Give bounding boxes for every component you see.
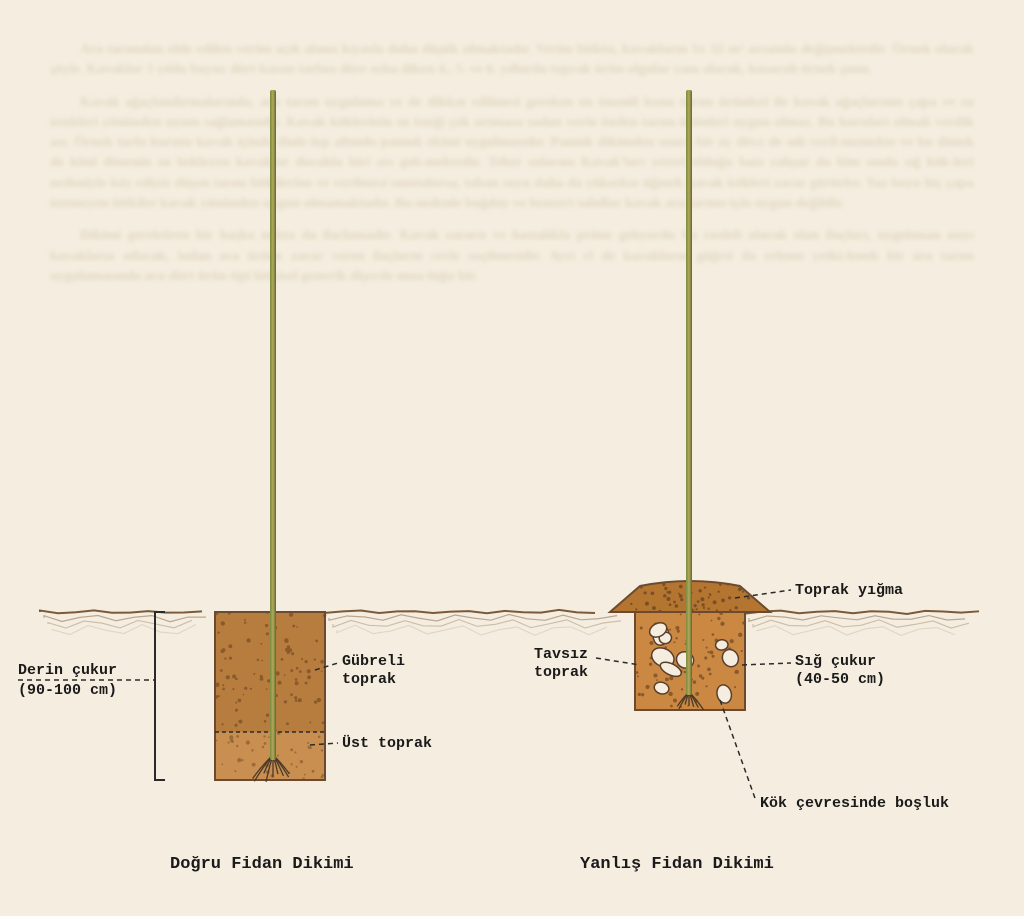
label-deep-pit-line2: (90-100 cm) — [18, 682, 117, 699]
label-shallow-pit-line2: (40-50 cm) — [795, 671, 885, 688]
background-bleed-text: Ara tarımdan elde edilen verim açık alan… — [50, 40, 974, 299]
label-fertilized-soil-line2: toprak — [342, 671, 396, 688]
label-fertilized-soil-line1: Gübreli — [342, 653, 405, 670]
right-sapling-stem — [686, 90, 692, 695]
label-topsoil: Üst toprak — [342, 735, 432, 752]
label-soil-mound: Toprak yığma — [795, 582, 903, 599]
label-shallow-pit-line1: Sığ çukur — [795, 653, 876, 670]
label-deep-pit-line1: Derin çukur — [18, 662, 117, 679]
caption-wrong-planting: Yanlış Fidan Dikimi — [580, 855, 774, 874]
left-sapling-stem — [270, 90, 276, 760]
label-infertile-soil-line2: toprak — [534, 664, 588, 681]
caption-correct-planting: Doğru Fidan Dikimi — [170, 855, 354, 874]
label-infertile-soil-line1: Tavsız — [534, 646, 588, 663]
label-root-voids: Kök çevresinde boşluk — [760, 795, 949, 812]
page: Ara tarımdan elde edilen verim açık alan… — [0, 0, 1024, 916]
